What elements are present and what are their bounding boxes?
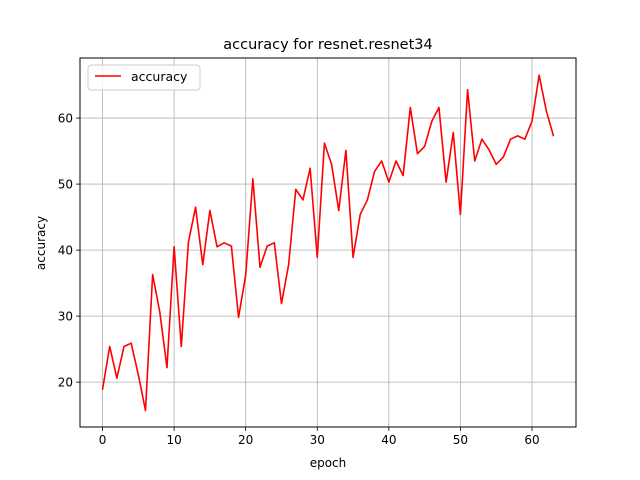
y-tick-label: 30 <box>58 310 73 324</box>
data-point <box>381 160 383 162</box>
data-point <box>116 377 118 379</box>
data-point <box>459 213 462 216</box>
data-point <box>474 160 476 162</box>
data-point <box>259 266 261 268</box>
x-axis-label: epoch <box>310 456 347 470</box>
data-point <box>252 178 254 180</box>
data-point <box>431 120 433 122</box>
data-point <box>323 142 326 144</box>
x-axis-ticks: 0 10 20 30 40 50 60 <box>99 427 540 447</box>
data-point <box>273 242 275 244</box>
data-point <box>187 241 190 243</box>
data-point <box>545 110 547 112</box>
data-point <box>109 345 111 348</box>
data-point <box>302 199 304 201</box>
data-point <box>230 245 232 247</box>
data-point <box>488 149 490 151</box>
x-tick-label: 60 <box>524 433 539 447</box>
data-point <box>388 181 390 183</box>
data-point <box>245 274 247 276</box>
data-point <box>416 153 419 155</box>
data-point <box>345 149 347 152</box>
data-point <box>509 138 512 140</box>
series-line-accuracy <box>101 74 555 412</box>
y-tick-label: 50 <box>58 178 73 192</box>
data-point <box>424 145 426 148</box>
x-tick-label: 20 <box>238 433 253 447</box>
data-point <box>495 163 497 165</box>
data-point <box>373 170 376 173</box>
data-point <box>352 256 354 258</box>
data-point <box>173 246 175 248</box>
data-point <box>366 199 368 201</box>
data-point <box>309 167 311 169</box>
y-axis-ticks: 20 30 40 50 60 <box>58 112 80 390</box>
data-point <box>216 246 218 248</box>
y-tick-label: 60 <box>58 112 73 126</box>
series-group <box>101 74 555 412</box>
data-point <box>223 242 225 244</box>
data-point <box>280 302 283 305</box>
data-point <box>144 409 147 412</box>
data-point <box>194 206 197 208</box>
data-point <box>409 106 411 109</box>
data-point <box>445 181 447 183</box>
data-point <box>481 138 483 140</box>
x-tick-label: 10 <box>166 433 181 447</box>
data-point <box>152 273 154 276</box>
y-tick-label: 20 <box>58 376 73 390</box>
data-point <box>237 316 240 319</box>
x-tick-label: 0 <box>99 433 107 447</box>
data-point <box>338 209 340 212</box>
data-point <box>159 311 161 313</box>
chart-title: accuracy for resnet.resnet34 <box>223 37 432 53</box>
x-tick-label: 50 <box>453 433 468 447</box>
data-point <box>402 174 404 177</box>
data-point <box>209 209 211 212</box>
y-tick-label: 40 <box>58 244 73 258</box>
y-axis-label: accuracy <box>34 216 48 270</box>
data-point <box>531 120 533 122</box>
plot-frame <box>79 57 577 428</box>
data-point <box>180 345 182 348</box>
data-point <box>502 156 504 158</box>
data-point <box>130 342 132 344</box>
grid-lines <box>80 58 576 427</box>
data-point <box>101 388 104 390</box>
data-point <box>295 188 297 190</box>
legend: accuracy <box>87 64 201 91</box>
data-point <box>316 256 318 258</box>
data-point <box>524 138 526 140</box>
data-point <box>452 131 454 134</box>
data-point <box>552 135 555 137</box>
data-point <box>438 106 440 109</box>
data-point <box>166 366 168 369</box>
data-point <box>517 135 519 137</box>
x-tick-label: 30 <box>310 433 325 447</box>
legend-box <box>87 64 201 91</box>
data-point <box>266 245 268 247</box>
legend-label: accuracy <box>131 69 188 84</box>
data-point <box>123 345 125 348</box>
data-point <box>466 89 469 91</box>
data-point <box>202 264 204 266</box>
data-point <box>395 160 397 162</box>
data-point <box>359 213 361 216</box>
data-point <box>330 163 333 165</box>
x-tick-label: 40 <box>381 433 396 447</box>
data-point <box>288 264 290 266</box>
data-point <box>137 374 139 376</box>
data-point <box>538 74 540 76</box>
